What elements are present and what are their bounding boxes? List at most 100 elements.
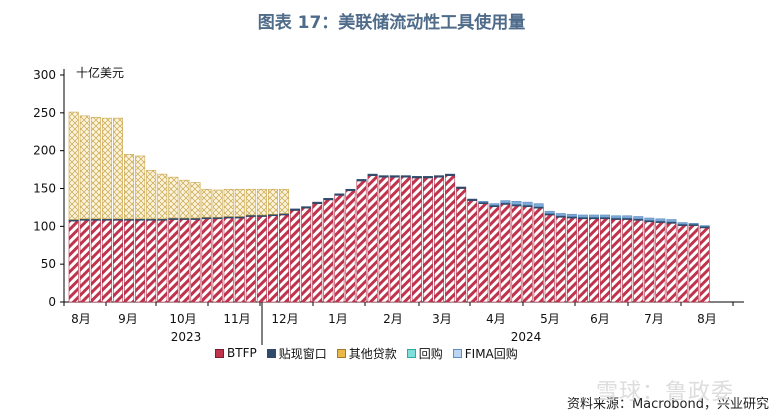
bar-btfp — [478, 203, 489, 303]
legend-swatch — [336, 348, 346, 358]
bar-btfp — [489, 206, 500, 303]
y-tick-label: 250 — [33, 106, 56, 120]
x-tick-label: 9月 — [118, 312, 138, 326]
bar-fima-repo — [666, 219, 677, 223]
bar-other-loans — [190, 182, 201, 219]
bar-btfp — [190, 219, 201, 303]
legend-item: FIMA回购 — [452, 345, 518, 362]
bar-other-loans — [101, 117, 112, 220]
bar-other-loans — [212, 189, 223, 218]
bar-btfp — [135, 219, 146, 303]
bar-discount-window — [290, 208, 301, 211]
bar-discount-window — [434, 175, 445, 178]
bar-other-loans — [79, 115, 90, 220]
bar-btfp — [267, 215, 278, 303]
bar-btfp — [445, 175, 456, 303]
bar-other-loans — [267, 188, 278, 215]
bar-fima-repo — [478, 201, 489, 203]
chart-bars — [68, 111, 710, 303]
bar-discount-window — [378, 175, 389, 178]
bar-discount-window — [323, 198, 334, 201]
x-tick-label: 8月 — [697, 312, 717, 326]
bar-btfp — [212, 218, 223, 303]
bar-other-loans — [135, 155, 146, 220]
watermark: 雪球：鲁政委 — [596, 380, 735, 405]
bar-discount-window — [411, 176, 422, 179]
bar-btfp — [334, 195, 345, 303]
bar-btfp — [699, 227, 710, 303]
bar-other-loans — [256, 188, 267, 216]
bar-btfp — [157, 219, 168, 303]
x-tick-label: 4月 — [486, 312, 506, 326]
bar-btfp — [411, 177, 422, 303]
bar-fima-repo — [699, 225, 710, 227]
bar-btfp — [544, 214, 555, 303]
legend: BTFP 贴现窗口 其他贷款 回购 FIMA回购 — [215, 344, 528, 362]
bar-fima-repo — [544, 210, 555, 214]
source-note: 资料来源：Macrobond，兴业研究 — [566, 397, 769, 412]
legend-label: 贴现窗口 — [278, 346, 327, 361]
x-tick-label: 6月 — [590, 312, 610, 326]
bar-fima-repo — [511, 201, 522, 205]
x-tick-label: 12月 — [271, 312, 298, 326]
bar-btfp — [677, 225, 688, 303]
year-label: 2024 — [511, 330, 542, 344]
bar-other-loans — [234, 188, 245, 217]
year-label: 2023 — [171, 330, 202, 344]
legend-item: 回购 — [406, 345, 443, 362]
bar-btfp — [566, 217, 577, 303]
bar-discount-window — [445, 173, 456, 176]
bar-btfp — [577, 218, 588, 303]
y-tick-label: 50 — [41, 257, 56, 271]
bar-other-loans — [201, 188, 212, 218]
bar-fima-repo — [600, 214, 611, 218]
bar-btfp — [389, 176, 400, 303]
bar-btfp — [422, 177, 433, 303]
bar-btfp — [456, 188, 467, 303]
bar-btfp — [533, 207, 544, 303]
bar-other-loans — [112, 117, 123, 220]
bar-btfp — [655, 222, 666, 303]
bar-fima-repo — [688, 223, 699, 225]
bar-discount-window — [356, 179, 367, 182]
bar-btfp — [323, 199, 334, 303]
legend-swatch — [266, 348, 276, 358]
bar-fima-repo — [522, 201, 533, 206]
bar-fima-repo — [500, 200, 511, 204]
bar-fima-repo — [577, 214, 588, 218]
bar-btfp — [256, 216, 267, 303]
legend-item: 贴现窗口 — [266, 345, 327, 362]
bar-discount-window — [389, 175, 400, 178]
bar-btfp — [90, 219, 101, 303]
bar-btfp — [644, 221, 655, 303]
bar-btfp — [600, 218, 611, 303]
bar-other-loans — [245, 188, 256, 216]
bar-discount-window — [301, 206, 312, 209]
bar-btfp — [378, 176, 389, 303]
bar-other-loans — [279, 188, 290, 214]
x-tick-label: 11月 — [223, 312, 250, 326]
bar-btfp — [112, 219, 123, 303]
bar-btfp — [356, 180, 367, 303]
x-tick-label: 5月 — [540, 312, 560, 326]
bar-discount-window — [467, 198, 478, 201]
bar-btfp — [201, 218, 212, 303]
legend-label: BTFP — [227, 346, 257, 360]
bar-btfp — [367, 175, 378, 303]
bar-other-loans — [124, 154, 135, 220]
bar-other-loans — [168, 176, 179, 219]
bar-fima-repo — [644, 217, 655, 221]
bar-btfp — [555, 216, 566, 303]
bar-fima-repo — [611, 215, 622, 219]
legend-label: 回购 — [418, 346, 443, 361]
bar-btfp — [511, 205, 522, 303]
bar-fima-repo — [677, 222, 688, 225]
legend-item: 其他贷款 — [336, 345, 397, 362]
bar-discount-window — [334, 193, 345, 196]
bar-btfp — [146, 219, 157, 303]
bar-btfp — [223, 217, 234, 303]
bar-btfp — [79, 219, 90, 303]
bar-btfp — [245, 216, 256, 303]
bar-discount-window — [422, 176, 433, 179]
